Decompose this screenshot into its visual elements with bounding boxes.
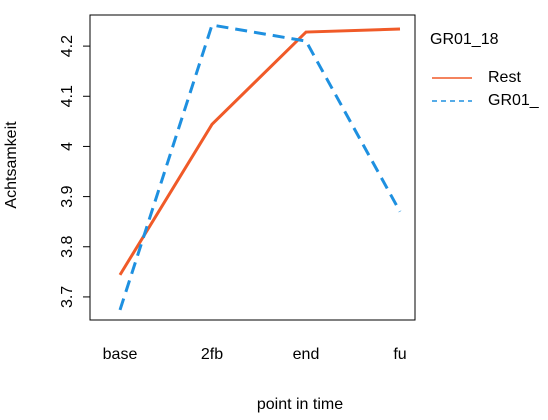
y-tick-label: 3.9	[59, 185, 76, 207]
plot-box	[89, 14, 416, 321]
x-tick-label: 2fb	[201, 346, 223, 363]
x-tick-label: fu	[393, 346, 406, 363]
legend-label: GR01_	[488, 92, 540, 109]
x-tick-label: end	[293, 346, 320, 363]
y-tick-label: 3.8	[59, 236, 76, 258]
x-tick-label: base	[103, 346, 138, 363]
y-tick-label: 4.1	[59, 85, 76, 107]
legend-label: Rest	[488, 69, 521, 86]
y-axis-label: Achtsamkeit	[3, 121, 20, 209]
y-tick-label: 3.7	[59, 286, 76, 308]
legend-title: GR01_18	[430, 31, 499, 48]
series-line	[118, 23, 402, 311]
y-tick-label: 4.2	[59, 35, 76, 57]
x-axis-label: point in time	[257, 396, 343, 413]
y-tick-label: 4	[59, 142, 76, 151]
series-line	[118, 27, 401, 276]
